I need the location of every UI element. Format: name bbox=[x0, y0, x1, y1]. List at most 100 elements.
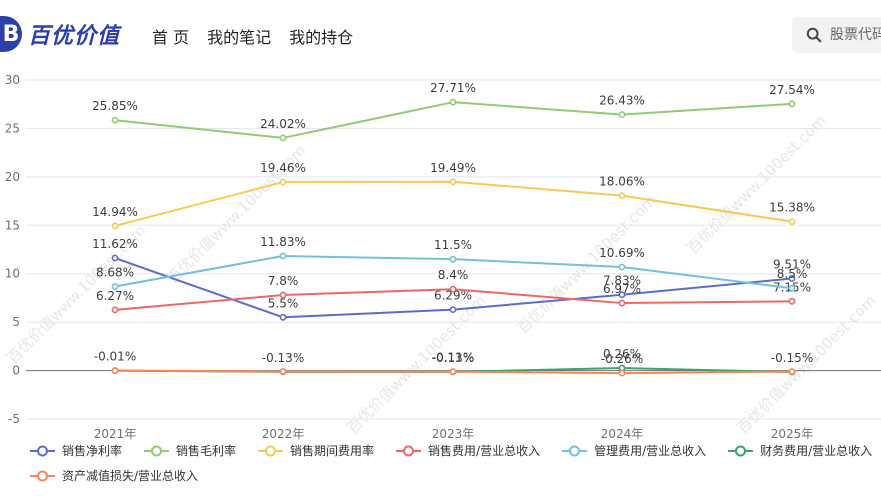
data-point bbox=[111, 222, 119, 230]
y-tick-label: -5 bbox=[8, 412, 20, 426]
data-label: 10.69% bbox=[599, 246, 645, 260]
data-label: 15.38% bbox=[769, 201, 815, 215]
data-label: 7.83% bbox=[603, 274, 641, 288]
data-point bbox=[279, 291, 287, 299]
data-label: 8.68% bbox=[96, 265, 134, 279]
y-tick-label: 20 bbox=[5, 170, 20, 184]
data-label: 11.5% bbox=[434, 238, 472, 252]
data-point bbox=[279, 178, 287, 186]
legend-line-icon bbox=[562, 445, 588, 456]
main-nav: 首 页 我的笔记 我的持仓 bbox=[152, 24, 353, 48]
data-point bbox=[111, 254, 119, 262]
series-5: 8.68% 11.83% 11.5% 10.69% 8.5% bbox=[96, 235, 808, 292]
legend-label: 资产减值损失/营业总收入 bbox=[62, 469, 199, 483]
logo-text: 百优价值 bbox=[28, 24, 121, 49]
legend-label: 管理费用/营业总收入 bbox=[594, 444, 707, 458]
site-logo[interactable]: B 百优价值 bbox=[0, 14, 120, 54]
data-label: 9.51% bbox=[773, 257, 811, 271]
data-label: 19.49% bbox=[430, 161, 476, 175]
logo-b-icon: B bbox=[0, 16, 22, 52]
data-label: 6.27% bbox=[96, 289, 134, 303]
legend-item[interactable]: 资产减值损失/营业总收入 bbox=[30, 467, 198, 484]
data-label: -0.11% bbox=[432, 351, 474, 365]
data-point bbox=[788, 368, 796, 375]
legend-label: 销售费用/营业总收入 bbox=[428, 444, 541, 458]
data-point bbox=[618, 369, 626, 377]
nav-home[interactable]: 首 页 bbox=[152, 28, 190, 47]
data-label: 5.5% bbox=[268, 296, 299, 310]
data-point bbox=[111, 283, 119, 290]
top-navigation-bar: B 百优价值 首 页 我的笔记 我的持仓 bbox=[0, 0, 881, 68]
data-point bbox=[788, 100, 796, 108]
data-label: 14.94% bbox=[92, 205, 138, 219]
legend-item[interactable]: 管理费用/营业总收入 bbox=[562, 442, 706, 459]
x-tick-label: 2023年 bbox=[432, 427, 475, 441]
data-point bbox=[449, 178, 457, 186]
data-label: 26.43% bbox=[599, 94, 645, 108]
data-point bbox=[111, 116, 119, 124]
search-box[interactable] bbox=[792, 17, 881, 53]
data-point bbox=[788, 297, 796, 305]
data-label: 19.46% bbox=[260, 161, 306, 175]
data-label: 11.83% bbox=[260, 235, 306, 249]
data-point bbox=[618, 291, 626, 299]
legend-line-icon bbox=[30, 470, 55, 481]
data-point bbox=[788, 218, 796, 226]
data-label: 18.06% bbox=[599, 175, 645, 189]
y-tick-label: 10 bbox=[5, 267, 20, 281]
data-label: 27.71% bbox=[430, 81, 476, 95]
legend-line-icon bbox=[258, 445, 284, 456]
nav-my-notes[interactable]: 我的笔记 bbox=[207, 28, 272, 47]
nav-my-holdings[interactable]: 我的持仓 bbox=[289, 28, 354, 47]
x-tick-label: 2025年 bbox=[771, 427, 814, 441]
legend-line-icon bbox=[396, 445, 422, 456]
data-label: -0.13% bbox=[262, 351, 304, 365]
data-point bbox=[618, 192, 626, 200]
data-label: 8.4% bbox=[438, 268, 469, 282]
search-icon[interactable] bbox=[806, 26, 822, 44]
y-tick-label: 0 bbox=[12, 364, 20, 378]
data-label: 27.54% bbox=[769, 83, 815, 97]
data-point bbox=[111, 367, 119, 374]
data-label: 11.62% bbox=[92, 237, 138, 251]
data-point bbox=[449, 255, 457, 263]
legend-label: 财务费用/营业总收入 bbox=[760, 444, 873, 458]
data-point bbox=[449, 306, 457, 314]
data-label: 8.5% bbox=[777, 267, 808, 281]
legend-label: 销售净利率 bbox=[62, 444, 123, 458]
series-7: -0.11% -0.26% bbox=[111, 351, 796, 377]
legend-label: 销售毛利率 bbox=[176, 444, 237, 458]
data-point bbox=[279, 368, 287, 375]
data-label: -0.15% bbox=[771, 351, 813, 365]
data-point bbox=[788, 284, 796, 292]
data-label: 7.8% bbox=[268, 274, 299, 288]
data-point bbox=[618, 111, 626, 118]
legend-line-icon bbox=[728, 445, 754, 456]
series-1: 11.62% 5.5% 6.29% 7.83% 9.51% bbox=[92, 237, 811, 321]
data-point bbox=[111, 306, 119, 314]
data-label: 0.26% bbox=[603, 347, 641, 361]
data-label: -0.13% bbox=[432, 351, 474, 365]
x-tick-label: 2022年 bbox=[262, 427, 305, 441]
profitability-line-chart: 百优价值www.100est.com百优价值www.100est.com百优价值… bbox=[3, 73, 881, 441]
data-point bbox=[279, 252, 287, 260]
x-tick-label: 2024年 bbox=[601, 427, 644, 441]
y-tick-label: 15 bbox=[5, 218, 20, 232]
data-label: -0.01% bbox=[94, 350, 136, 364]
data-point bbox=[618, 263, 626, 271]
y-tick-label: 5 bbox=[12, 315, 20, 329]
data-point bbox=[279, 134, 287, 142]
legend-item[interactable]: 销售毛利率 bbox=[144, 442, 236, 459]
legend-item[interactable]: 销售费用/营业总收入 bbox=[396, 442, 540, 459]
series-3: 14.94% 19.46% 19.49% 18.06% 15.38% bbox=[92, 161, 815, 230]
legend-item[interactable]: 销售期间费用率 bbox=[258, 442, 374, 459]
data-point bbox=[449, 368, 457, 376]
watermark-text: 百优价值www.100est.com bbox=[683, 111, 829, 257]
data-label: 6.97% bbox=[603, 282, 641, 296]
legend-line-icon bbox=[30, 445, 55, 456]
search-input[interactable] bbox=[828, 26, 881, 44]
legend-item[interactable]: 销售净利率 bbox=[30, 442, 122, 459]
data-point bbox=[788, 275, 796, 282]
legend-item[interactable]: 财务费用/营业总收入 bbox=[728, 442, 872, 459]
y-tick-label: 30 bbox=[5, 73, 20, 87]
